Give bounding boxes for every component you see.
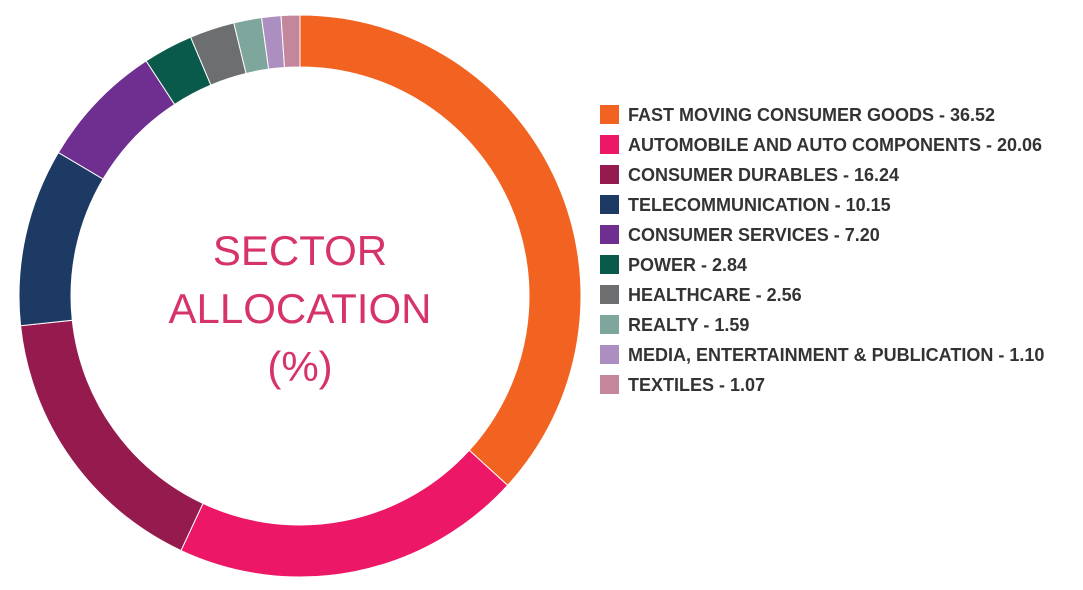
legend-swatch (600, 255, 619, 274)
legend-swatch (600, 135, 619, 154)
legend-item: HEALTHCARE - 2.56 (600, 283, 1060, 307)
legend-item: MEDIA, ENTERTAINMENT & PUBLICATION - 1.1… (600, 343, 1060, 367)
legend-item: TEXTILES - 1.07 (600, 373, 1060, 397)
donut-slice (299, 14, 582, 487)
legend-item: POWER - 2.84 (600, 253, 1060, 277)
legend-swatch (600, 225, 619, 244)
donut-slice (18, 151, 104, 327)
legend-swatch (600, 195, 619, 214)
donut-slice (180, 449, 509, 578)
legend-swatch (600, 105, 619, 124)
legend-swatch (600, 315, 619, 334)
legend-label: TEXTILES - 1.07 (628, 375, 766, 395)
donut-slice (280, 14, 301, 69)
legend-swatch (600, 285, 619, 304)
legend-label: POWER - 2.84 (628, 255, 748, 275)
legend-label: CONSUMER DURABLES - 16.24 (628, 165, 900, 185)
legend-label: TELECOMMUNICATION - 10.15 (628, 195, 891, 215)
legend-label: HEALTHCARE - 2.56 (628, 285, 802, 305)
legend-label: AUTOMOBILE AND AUTO COMPONENTS - 20.06 (628, 135, 1043, 155)
legend-label: REALTY - 1.59 (628, 315, 750, 335)
legend-item: REALTY - 1.59 (600, 313, 1060, 337)
legend-swatch (600, 375, 619, 394)
legend-item: CONSUMER DURABLES - 16.24 (600, 163, 1060, 187)
legend-item: CONSUMER SERVICES - 7.20 (600, 223, 1060, 247)
legend: FAST MOVING CONSUMER GOODS - 36.52 AUTOMO… (600, 103, 1060, 403)
legend-item: TELECOMMUNICATION - 10.15 (600, 193, 1060, 217)
legend-item: AUTOMOBILE AND AUTO COMPONENTS - 20.06 (600, 133, 1060, 157)
legend-label: FAST MOVING CONSUMER GOODS - 36.52 (628, 105, 996, 125)
chart-title: SECTOR ALLOCATION (%) (168, 227, 432, 390)
legend-swatch (600, 165, 619, 184)
legend-label: CONSUMER SERVICES - 7.20 (628, 225, 880, 245)
legend-swatch (600, 345, 619, 364)
legend-item: FAST MOVING CONSUMER GOODS - 36.52 (600, 103, 1060, 127)
legend-label: MEDIA, ENTERTAINMENT & PUBLICATION - 1.1… (628, 345, 1045, 365)
